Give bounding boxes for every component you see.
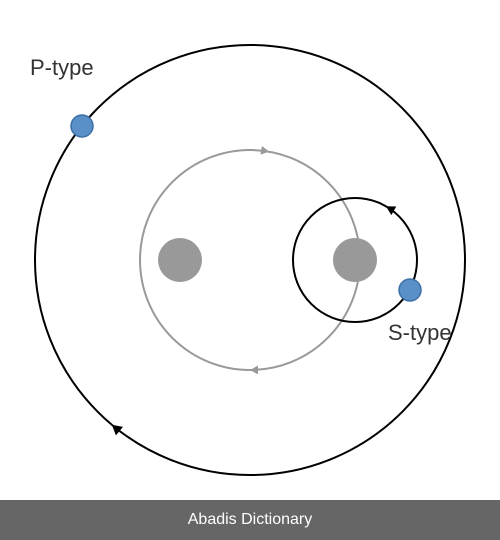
p-type-label: P-type bbox=[30, 55, 94, 81]
s-type-label: S-type bbox=[388, 320, 452, 346]
footer-text: Abadis Dictionary bbox=[188, 511, 313, 529]
orbital-diagram: P-type S-type bbox=[0, 0, 500, 500]
footer-bar: Abadis Dictionary bbox=[0, 500, 500, 540]
